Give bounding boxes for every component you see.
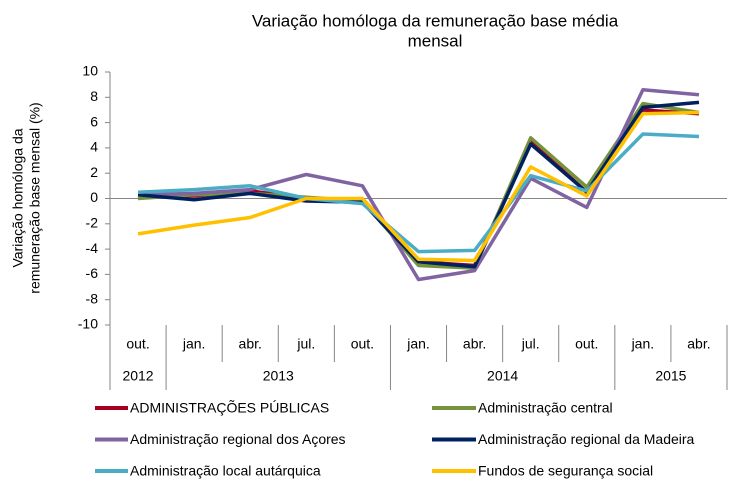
legend-label: ADMINISTRAÇÕES PÚBLICAS bbox=[130, 400, 329, 416]
group-label: 2013 bbox=[263, 368, 294, 384]
group-label: 2015 bbox=[655, 368, 686, 384]
y-tick-label: -6 bbox=[86, 265, 99, 281]
y-tick-label: 10 bbox=[82, 63, 98, 79]
x-tick-label: out. bbox=[351, 336, 374, 352]
chart-title: Variação homóloga da remuneração base mé… bbox=[252, 11, 619, 30]
x-tick-label: jul. bbox=[296, 336, 315, 352]
legend-label: Administração regional da Madeira bbox=[478, 431, 695, 447]
y-tick-label: -10 bbox=[78, 316, 98, 332]
x-tick-label: jan. bbox=[182, 336, 206, 352]
x-tick-label: jan. bbox=[406, 336, 430, 352]
chart-title: mensal bbox=[408, 31, 463, 50]
legend-label: Administração central bbox=[478, 400, 613, 416]
y-tick-label: -8 bbox=[86, 290, 99, 306]
group-label: 2014 bbox=[487, 368, 518, 384]
y-tick-label: -4 bbox=[86, 240, 99, 256]
y-tick-label: 0 bbox=[90, 189, 98, 205]
y-tick-label: -2 bbox=[86, 215, 99, 231]
y-axis-title: Variação homóloga da bbox=[10, 128, 26, 267]
x-tick-label: abr. bbox=[687, 336, 710, 352]
x-tick-label: jul. bbox=[521, 336, 540, 352]
y-tick-label: 2 bbox=[90, 164, 98, 180]
legend-label: Fundos de segurança social bbox=[478, 463, 653, 479]
series-line bbox=[137, 101, 700, 270]
y-axis-title: remuneração base mensal (%) bbox=[27, 102, 43, 293]
x-tick-label: abr. bbox=[239, 336, 262, 352]
legend-label: Administração local autárquica bbox=[130, 463, 321, 479]
y-tick-label: 8 bbox=[90, 88, 98, 104]
x-tick-label: out. bbox=[575, 336, 598, 352]
legend-label: Administração regional dos Açores bbox=[130, 431, 346, 447]
series-line bbox=[137, 132, 700, 254]
series-line bbox=[137, 100, 700, 269]
y-tick-label: 6 bbox=[90, 113, 98, 129]
series-line bbox=[137, 110, 700, 263]
x-tick-label: jan. bbox=[631, 336, 655, 352]
group-label: 2012 bbox=[122, 368, 153, 384]
x-tick-label: out. bbox=[126, 336, 149, 352]
x-tick-label: abr. bbox=[463, 336, 486, 352]
y-tick-label: 4 bbox=[90, 139, 98, 155]
